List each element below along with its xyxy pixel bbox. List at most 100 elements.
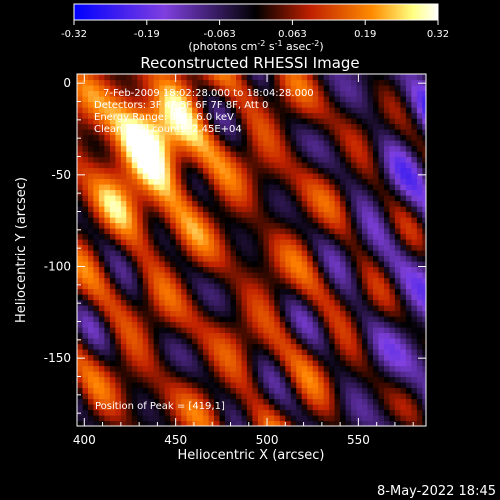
heatmap-cell <box>405 244 412 251</box>
heatmap-cell <box>197 371 204 378</box>
heatmap-cell <box>93 255 100 262</box>
heatmap-cell <box>148 90 155 97</box>
heatmap-cell <box>323 327 330 334</box>
heatmap-cell <box>153 79 160 86</box>
heatmap-cell <box>197 79 204 86</box>
heatmap-cell <box>252 233 259 240</box>
heatmap-cell <box>268 79 275 86</box>
heatmap-cell <box>274 338 281 345</box>
heatmap-cell <box>252 200 259 207</box>
heatmap-cell <box>312 332 319 339</box>
heatmap-cell <box>362 239 369 246</box>
heatmap-cell <box>197 272 204 279</box>
heatmap-cell <box>384 96 391 103</box>
heatmap-cell <box>312 371 319 378</box>
heatmap-cell <box>373 85 380 92</box>
heatmap-cell <box>405 393 412 400</box>
heatmap-cell <box>219 409 226 416</box>
heatmap-cell <box>323 404 330 411</box>
heatmap-cell <box>307 217 314 224</box>
heatmap-cell <box>175 376 182 383</box>
heatmap-cell <box>307 211 314 218</box>
heatmap-cell <box>148 244 155 251</box>
heatmap-cell <box>115 101 122 108</box>
heatmap-cell <box>192 332 199 339</box>
heatmap-cell <box>203 305 210 312</box>
heatmap-cell <box>164 112 171 119</box>
heatmap-cell <box>252 316 259 323</box>
heatmap-cell <box>389 387 396 394</box>
heatmap-cell <box>82 376 89 383</box>
heatmap-cell <box>230 96 237 103</box>
heatmap-cell <box>252 112 259 119</box>
heatmap-cell <box>329 79 336 86</box>
heatmap-cell <box>405 332 412 339</box>
heatmap-cell <box>225 184 232 191</box>
heatmap-cell <box>120 195 127 202</box>
heatmap-cell <box>181 107 188 114</box>
heatmap-cell <box>312 112 319 119</box>
heatmap-cell <box>98 189 105 196</box>
heatmap-cell <box>82 211 89 218</box>
x-tick-label: 500 <box>256 433 279 447</box>
heatmap-cell <box>137 90 144 97</box>
heatmap-cell <box>170 228 177 235</box>
heatmap-cell <box>192 101 199 108</box>
heatmap-cell <box>120 189 127 196</box>
heatmap-cell <box>329 288 336 295</box>
heatmap-cell <box>296 415 303 422</box>
heatmap-cell <box>98 228 105 235</box>
heatmap-cell <box>312 349 319 356</box>
heatmap-cell <box>98 156 105 163</box>
heatmap-cell <box>252 321 259 328</box>
heatmap-cell <box>131 305 138 312</box>
heatmap-cell <box>373 376 380 383</box>
heatmap-cell <box>77 233 84 240</box>
heatmap-cell <box>181 371 188 378</box>
heatmap-cell <box>274 266 281 273</box>
heatmap-cell <box>164 332 171 339</box>
heatmap-cell <box>329 233 336 240</box>
heatmap-cell <box>301 272 308 279</box>
heatmap-cell <box>389 140 396 147</box>
heatmap-cell <box>109 156 116 163</box>
heatmap-cell <box>362 332 369 339</box>
heatmap-cell <box>88 96 95 103</box>
heatmap-cell <box>164 178 171 185</box>
heatmap-cell <box>416 129 423 136</box>
heatmap-cell <box>318 96 325 103</box>
heatmap-cell <box>416 255 423 262</box>
heatmap-cell <box>389 360 396 367</box>
heatmap-cell <box>400 206 407 213</box>
heatmap-cell <box>159 85 166 92</box>
heatmap-cell <box>378 222 385 229</box>
heatmap-cell <box>82 233 89 240</box>
heatmap-cell <box>192 112 199 119</box>
heatmap-cell <box>153 244 160 251</box>
heatmap-cell <box>285 173 292 180</box>
heatmap-cell <box>290 310 297 317</box>
heatmap-cell <box>279 310 286 317</box>
heatmap-cell <box>340 85 347 92</box>
heatmap-cell <box>175 217 182 224</box>
heatmap-cell <box>246 90 253 97</box>
heatmap-cell <box>246 123 253 130</box>
heatmap-cell <box>268 173 275 180</box>
heatmap-cell <box>186 277 193 284</box>
heatmap-cell <box>351 96 358 103</box>
heatmap-cell <box>257 239 264 246</box>
heatmap-cell <box>93 288 100 295</box>
heatmap-cell <box>153 360 160 367</box>
heatmap-cell <box>208 123 215 130</box>
heatmap-cell <box>340 167 347 174</box>
heatmap-cell <box>109 409 116 416</box>
heatmap-cell <box>120 200 127 207</box>
heatmap-cell <box>153 305 160 312</box>
heatmap-cell <box>159 178 166 185</box>
heatmap-cell <box>384 393 391 400</box>
heatmap-cell <box>400 228 407 235</box>
heatmap-cell <box>241 338 248 345</box>
heatmap-cell <box>367 266 374 273</box>
heatmap-cell <box>296 398 303 405</box>
heatmap-cell <box>219 415 226 422</box>
